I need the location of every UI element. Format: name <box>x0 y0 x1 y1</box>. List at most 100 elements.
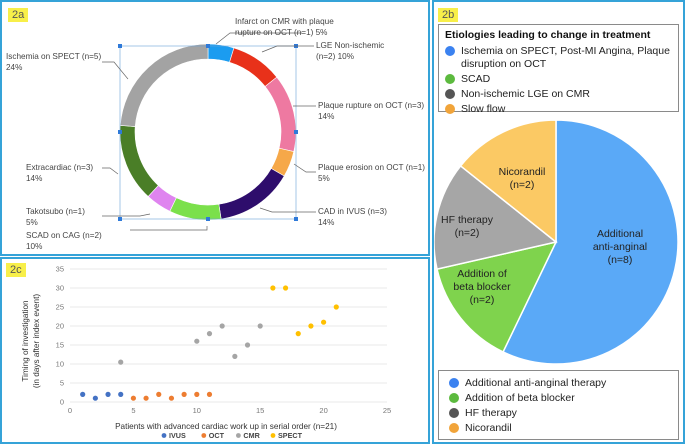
scatter-point-spect <box>333 304 339 310</box>
therapy-legend: Additional anti-anginal therapy Addition… <box>438 370 679 440</box>
pie-label-beta-3: (n=2) <box>470 294 495 306</box>
donut-slice <box>119 125 159 197</box>
scatter-point-cmr <box>194 338 200 344</box>
y-axis-label-1: Timing of investigation <box>21 300 30 382</box>
pie-label-nic-1: Nicorandil <box>499 166 546 178</box>
legend-label: IVUS <box>169 431 186 440</box>
scatter-point-ivus <box>92 395 98 401</box>
scatter-points <box>80 285 339 401</box>
leader-infarct <box>215 32 302 45</box>
donut-slice <box>264 76 297 152</box>
pie-label-anti-3: (n=8) <box>608 254 633 266</box>
label-lge-2: (n=2) 10% <box>316 52 354 61</box>
therapy-item-label: Nicorandil <box>465 422 512 434</box>
y-tick-label: 30 <box>56 284 64 293</box>
panel-tag-2a: 2a <box>8 8 29 22</box>
etiology-item: SCAD <box>445 73 672 86</box>
handle-br <box>294 217 298 221</box>
scatter-point-ivus <box>118 391 124 397</box>
donut-slice <box>169 197 222 221</box>
x-tick-label: 5 <box>131 406 135 415</box>
pie-label-hf-1: HF therapy <box>441 214 494 226</box>
scatter-point-cmr <box>232 353 238 359</box>
leader-ischemia <box>102 61 129 80</box>
scatter-point-oct <box>156 391 162 397</box>
scatter-point-spect <box>270 285 276 291</box>
legend-marker <box>270 433 276 438</box>
pie-label-beta-2: beta blocker <box>453 281 511 293</box>
scatter-point-spect <box>295 331 301 337</box>
leader-scad <box>130 226 208 231</box>
scatter-point-oct <box>181 391 187 397</box>
x-axis-label: Patients with advanced cardiac work up i… <box>115 422 337 431</box>
donut-slice <box>229 47 278 87</box>
label-ischemia-1: Ischemia on SPECT (n=5) <box>6 52 101 61</box>
leader-takotsubo <box>102 213 151 217</box>
leader-extracardiac <box>102 167 119 175</box>
legend-marker <box>161 433 167 438</box>
therapy-item: Additional anti-anginal therapy <box>449 377 668 390</box>
label-takotsubo-1: Takotsubo (n=1) <box>26 207 85 216</box>
therapy-item: Nicorandil <box>449 422 668 435</box>
scatter-point-oct <box>130 395 136 401</box>
label-plaque-rupture-2: 14% <box>318 112 334 121</box>
legend-dot-darkgray <box>445 89 455 99</box>
label-takotsubo-2: 5% <box>26 218 38 227</box>
label-lge-1: LGE Non-ischemic <box>316 41 384 50</box>
donut-slice <box>218 168 285 220</box>
therapy-item-label: HF therapy <box>465 407 517 419</box>
y-tick-label: 15 <box>56 341 64 350</box>
label-infarct-1: Infarct on CMR with plaque <box>235 17 334 26</box>
handle-mr <box>294 130 298 134</box>
donut-slice <box>119 43 209 127</box>
scatter-point-ivus <box>80 391 86 397</box>
legend-label: OCT <box>209 431 225 440</box>
y-tick-label: 25 <box>56 303 64 312</box>
therapy-item: HF therapy <box>449 407 668 420</box>
scatter-tick-labels: 0 5 10 15 20 25 30 35 0 5 10 15 20 25 <box>56 265 392 416</box>
handle-bc <box>206 217 210 221</box>
treatment-pie-chart: Additional anti-anginal (n=8) Addition o… <box>434 119 679 365</box>
leader-plaque-erosion <box>293 163 316 173</box>
legend-marker <box>236 433 241 438</box>
scatter-point-ivus <box>105 391 111 397</box>
donut-labels: Infarct on CMR with plaque rupture on OC… <box>6 17 425 251</box>
scatter-point-cmr <box>244 342 251 348</box>
etiology-item: Non-ischemic LGE on CMR <box>445 88 672 101</box>
handle-tl <box>118 44 122 48</box>
pie-slice <box>502 119 679 365</box>
scatter-axis-labels: Patients with advanced cardiac work up i… <box>21 294 337 431</box>
pie-labels: Additional anti-anginal (n=8) Addition o… <box>441 166 647 306</box>
scatter-point-oct <box>206 391 213 397</box>
legend-dot-blue <box>445 46 455 56</box>
label-scad-2: 10% <box>26 242 42 251</box>
scatter-point-cmr <box>206 331 213 337</box>
panel-tag-2b: 2b <box>438 8 459 22</box>
legend-dot-orange <box>449 423 459 433</box>
scatter-point-cmr <box>257 323 263 329</box>
panel-tag-2c: 2c <box>6 263 26 277</box>
label-infarct-2: rupture on OCT (n=1) 5% <box>235 28 327 37</box>
pie-label-beta-1: Addition of <box>457 268 507 280</box>
y-axis-label-2: (in days after index event) <box>32 294 41 388</box>
therapy-item-label: Addition of beta blocker <box>465 392 575 404</box>
scatter-gridlines <box>70 268 387 403</box>
leader-lge <box>261 45 314 53</box>
donut-slices <box>119 43 297 221</box>
label-plaque-erosion-2: 5% <box>318 174 330 183</box>
scatter-chart: 0 5 10 15 20 25 30 35 0 5 10 15 20 25 Patients with a… <box>21 265 392 441</box>
legend-marker <box>201 433 207 438</box>
etiology-legend: Etiologies leading to change in treatmen… <box>438 24 679 115</box>
scatter-point-spect <box>282 285 289 291</box>
label-extracardiac-1: Extracardiac (n=3) <box>26 163 93 172</box>
therapy-item: Addition of beta blocker <box>449 392 668 405</box>
scatter-point-oct <box>143 395 149 401</box>
etiology-item-label: SCAD <box>461 73 491 85</box>
y-tick-label: 20 <box>56 322 64 331</box>
y-tick-label: 10 <box>56 360 64 369</box>
x-tick-label: 10 <box>193 406 201 415</box>
handle-tc <box>206 44 210 48</box>
etiology-item-label: Ischemia on SPECT, Post-MI Angina, Plaqu… <box>461 45 670 70</box>
legend-dot-green <box>449 393 459 403</box>
leader-lines <box>102 32 316 231</box>
